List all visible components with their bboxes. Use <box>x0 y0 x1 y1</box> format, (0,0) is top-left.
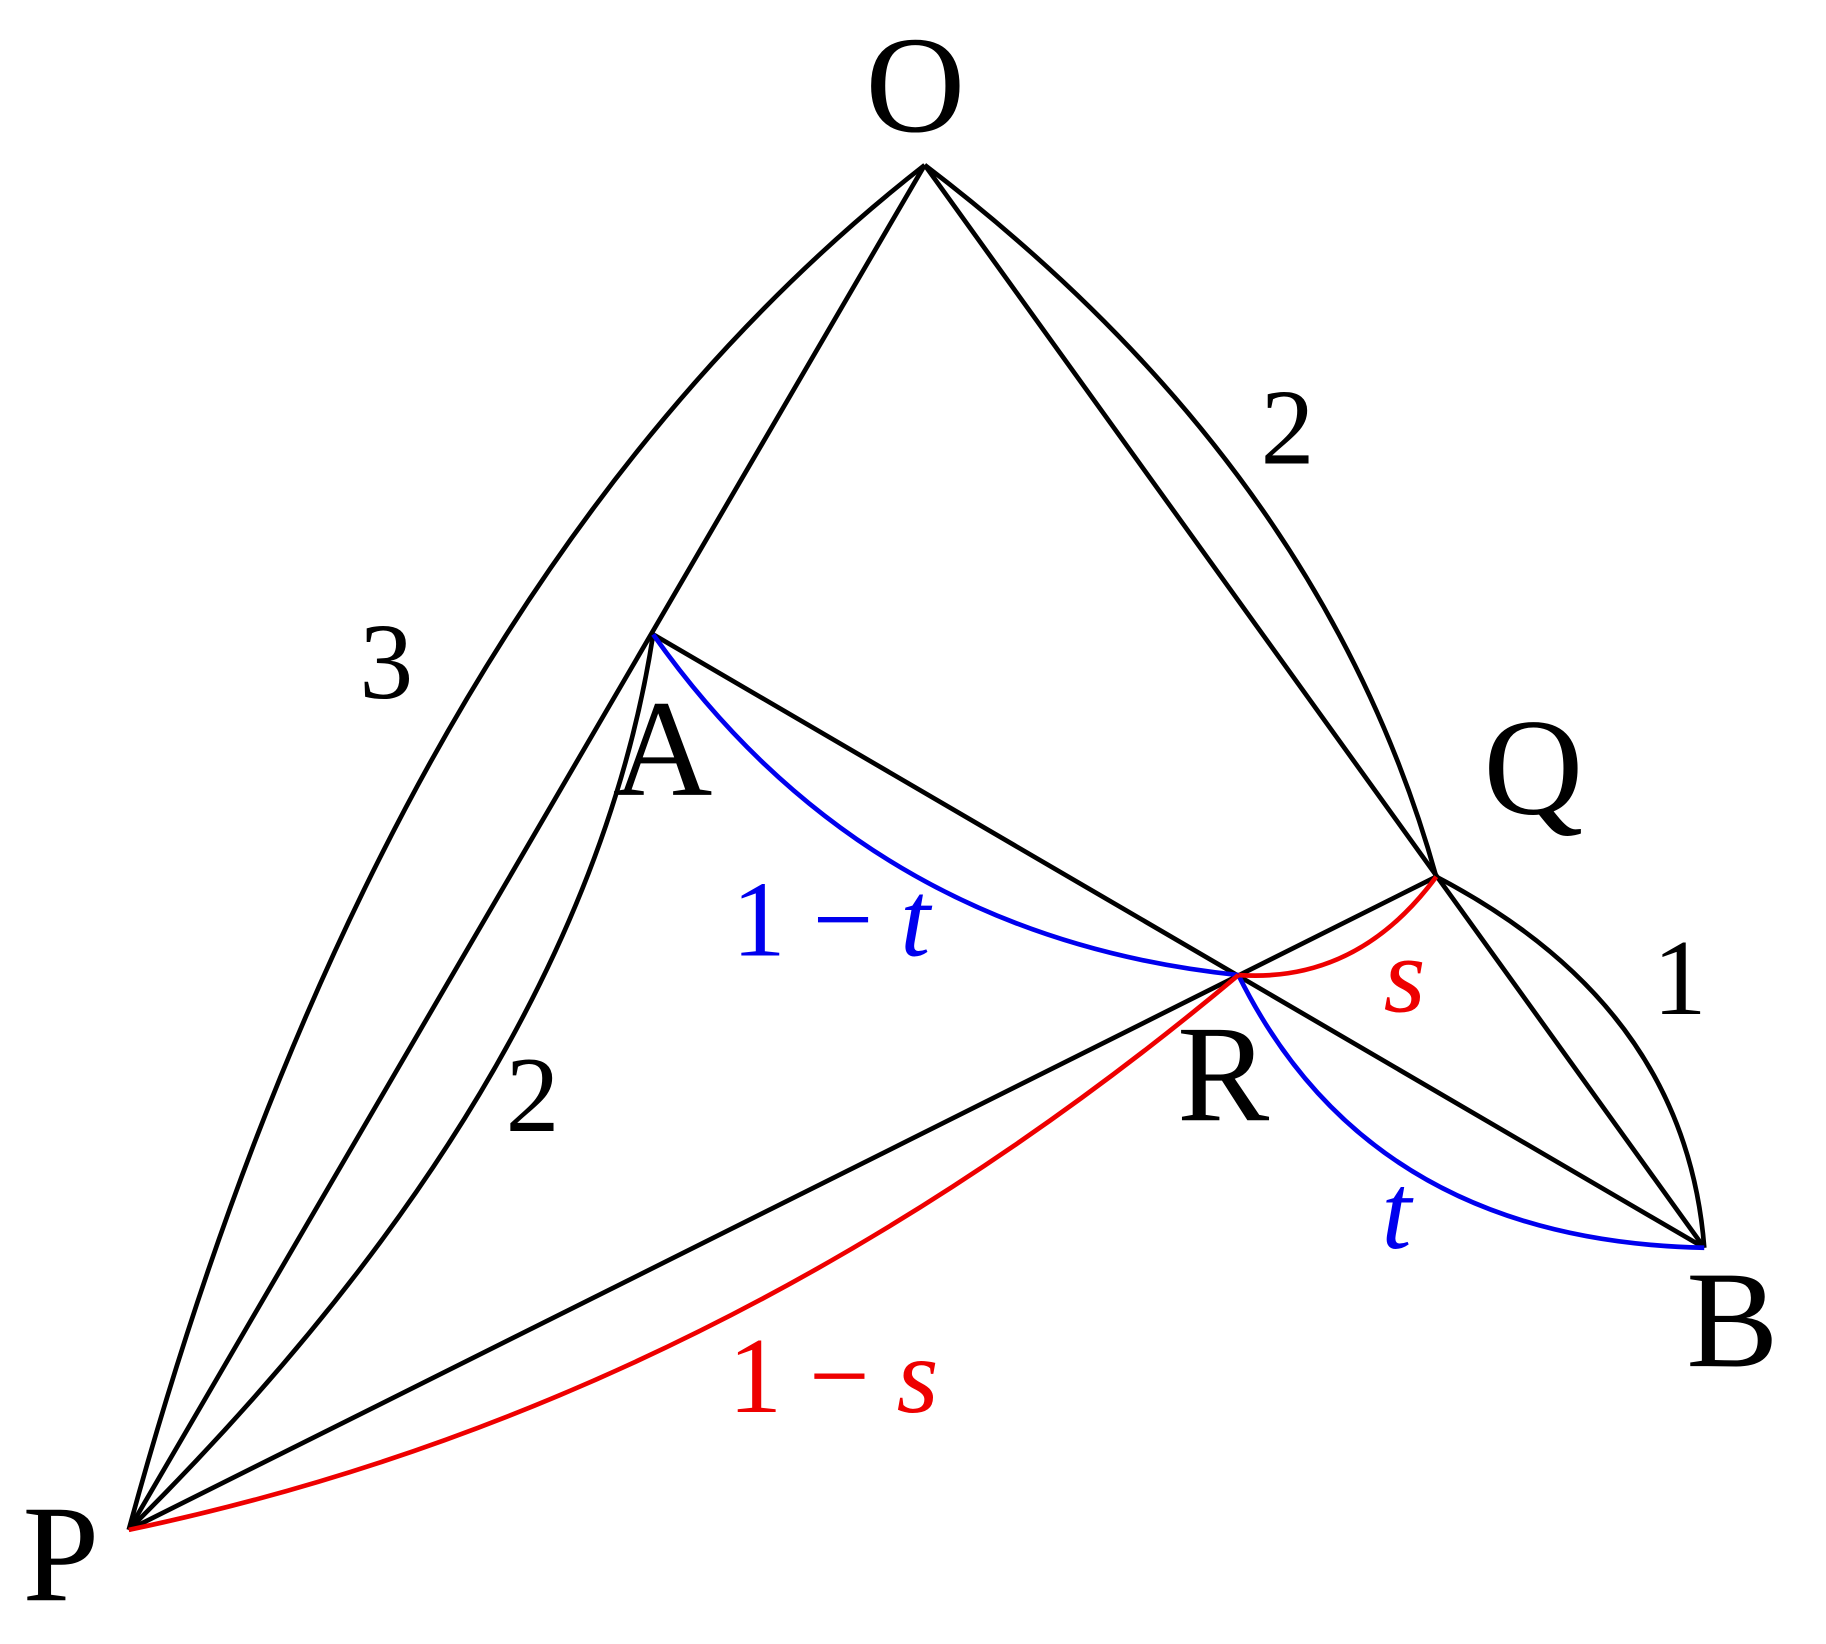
vertex-label: O <box>865 8 965 161</box>
arc-qb <box>1435 874 1707 1248</box>
edge-label: 1 <box>1653 919 1707 1038</box>
ratio-variable: s <box>1384 916 1426 1035</box>
edge-label: 3 <box>359 603 413 722</box>
arc-oq <box>923 163 1439 878</box>
arc-ap <box>127 634 656 1532</box>
ratio-variable: t <box>1381 1153 1414 1272</box>
arc-rb <box>1236 974 1705 1251</box>
edge-label: 2 <box>506 1036 560 1155</box>
ratio-label: 1 − t <box>732 860 933 979</box>
segment-ob <box>922 163 1707 1250</box>
edge-label: 2 <box>1261 369 1315 488</box>
ratio-label: 1 − s <box>728 1317 938 1436</box>
vertex-label: B <box>1686 1243 1778 1396</box>
ratio-variable: s <box>897 1317 939 1436</box>
segment-op <box>126 163 927 1532</box>
vertex-label: R <box>1177 997 1269 1150</box>
ratio-variable: t <box>900 860 933 979</box>
vertex-label: P <box>22 1477 99 1630</box>
arc-rq <box>1238 875 1439 978</box>
arc-pr <box>128 973 1240 1533</box>
vertex-label: A <box>613 672 713 825</box>
vertex-label: Q <box>1483 691 1583 844</box>
segment-ab <box>651 632 1706 1250</box>
arc-ar <box>651 633 1239 978</box>
ratio-prefix: 1 − <box>728 1317 869 1436</box>
arc-op <box>126 163 927 1531</box>
ratio-prefix: 1 − <box>732 860 873 979</box>
segment-pq <box>127 874 1438 1532</box>
